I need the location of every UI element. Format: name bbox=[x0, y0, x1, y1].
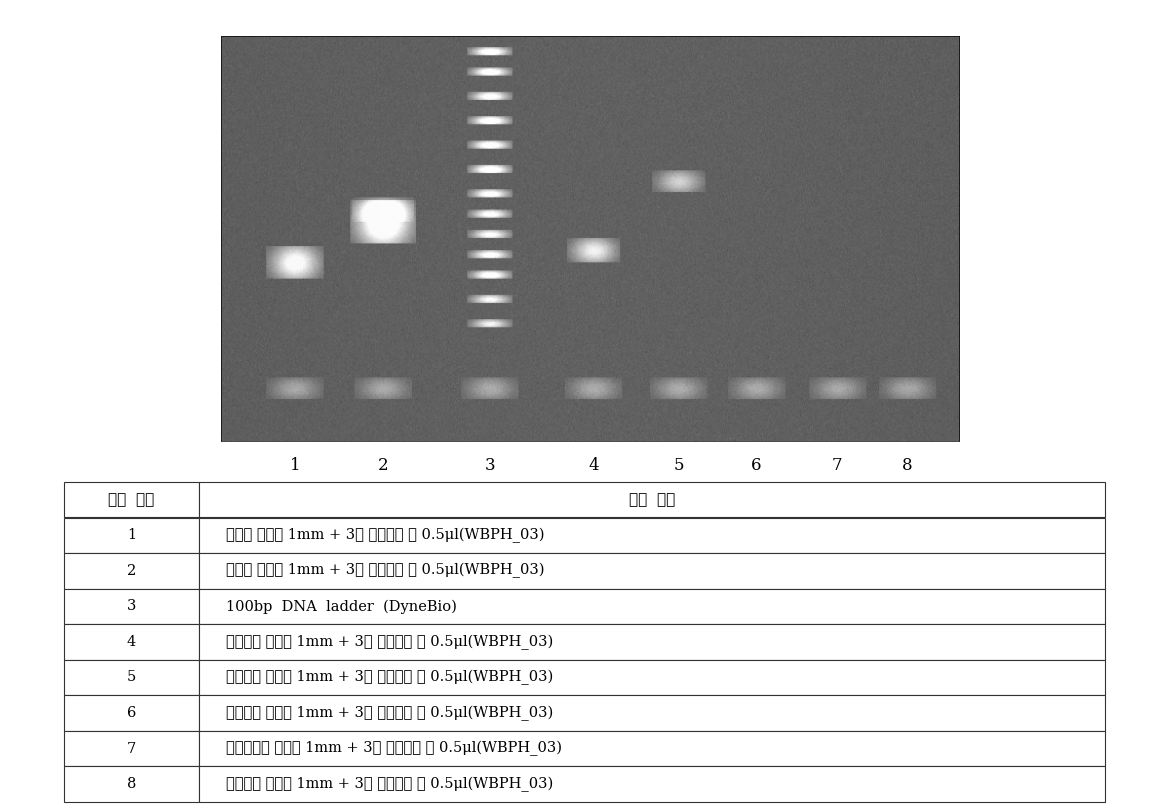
Text: 7: 7 bbox=[832, 458, 843, 474]
Text: 2: 2 bbox=[378, 458, 388, 474]
Text: 8: 8 bbox=[901, 458, 913, 474]
Text: 5: 5 bbox=[673, 458, 684, 474]
Text: 6: 6 bbox=[751, 458, 762, 474]
Text: 3: 3 bbox=[485, 458, 495, 474]
Text: 4: 4 bbox=[588, 458, 599, 474]
Text: 1: 1 bbox=[290, 458, 300, 474]
